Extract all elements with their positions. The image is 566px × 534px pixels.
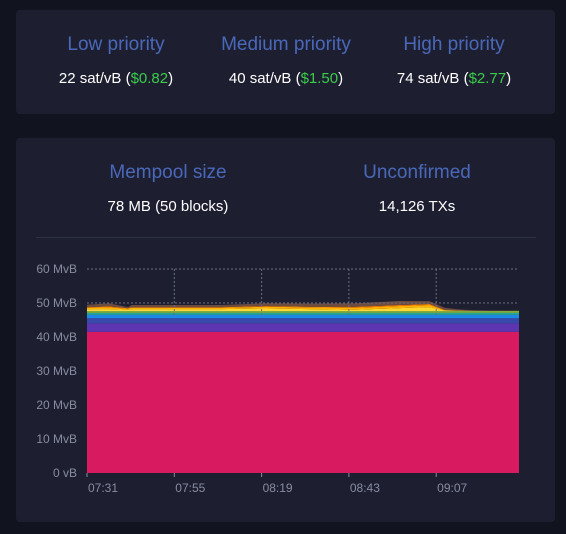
x-tick-label: 08:43 [350,481,380,495]
mempool-card: Mempool size 78 MB (50 blocks) Unconfirm… [16,138,555,522]
mempool-size-title: Mempool size [109,162,227,183]
fee-low-value: 22 sat/vB ($0.82) [58,70,174,87]
x-tick-label: 08:19 [263,481,293,495]
series-area-4 [87,312,519,315]
series-area-0 [87,331,519,473]
series-area-6 [87,307,519,312]
fee-medium-title: Medium priority [221,34,351,55]
fee-low-usd: $0.82 [130,70,169,87]
mempool-chart[interactable]: 0 vB 10 MvB 20 MvB 30 MvB 40 MvB 50 MvB 60 MvB… [16,138,555,522]
series-area-5 [87,311,519,313]
mempool-size-value: 78 MB (50 blocks) [107,198,229,215]
fee-estimates-card: Low priority 22 sat/vB ($0.82) Medium pr… [16,10,555,114]
series-area-7 [87,305,519,311]
y-tick-label: 0 vB [53,466,77,480]
fee-medium-priority: Medium priority 40 sat/vB ($1.50) [186,34,386,87]
fee-medium-usd: $1.50 [300,70,339,87]
unconfirmed-title: Unconfirmed [363,162,471,183]
series-area-3 [87,314,519,319]
fee-high-priority: High priority 74 sat/vB ($2.77) [354,34,554,87]
y-tick-label: 30 MvB [36,364,77,378]
fee-low-priority: Low priority 22 sat/vB ($0.82) [16,34,216,87]
x-tick-label: 09:07 [437,481,467,495]
y-tick-label: 10 MvB [36,432,77,446]
fee-high-rate: 74 sat/vB [396,70,460,87]
series-area-2 [87,318,519,324]
fee-high-title: High priority [403,34,505,55]
stats-divider [36,237,536,238]
y-tick-label: 50 MvB [36,296,77,310]
fee-low-rate: 22 sat/vB [58,70,122,87]
x-tick-label: 07:55 [175,481,205,495]
x-tick-label: 07:31 [88,481,118,495]
fee-high-value: 74 sat/vB ($2.77) [396,70,512,87]
fee-medium-value: 40 sat/vB ($1.50) [228,70,344,87]
series-area-1 [87,323,519,332]
unconfirmed-value: 14,126 TXs [378,198,456,215]
fee-medium-rate: 40 sat/vB [228,70,292,87]
fee-low-title: Low priority [67,34,165,55]
series-area-8 [87,304,519,311]
unconfirmed-stat: Unconfirmed 14,126 TXs [317,162,517,215]
fee-high-usd: $2.77 [468,70,507,87]
mempool-size-stat: Mempool size 78 MB (50 blocks) [68,162,268,215]
y-tick-label: 40 MvB [36,330,77,344]
y-tick-label: 20 MvB [36,398,77,412]
y-tick-label: 60 MvB [36,262,77,276]
